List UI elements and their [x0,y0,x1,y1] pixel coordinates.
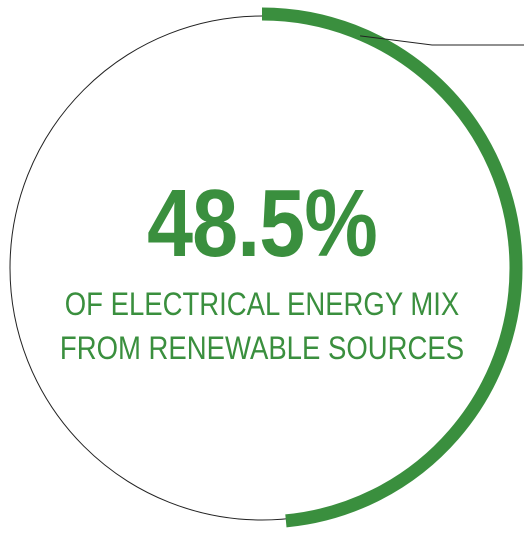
callout-leader-line [360,35,524,46]
renewable-share-arc [261,7,523,528]
